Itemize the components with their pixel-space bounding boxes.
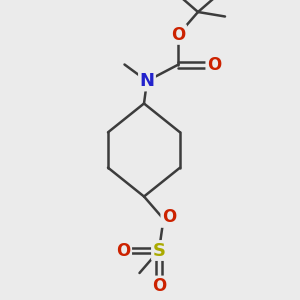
Text: O: O [162, 208, 176, 226]
Text: N: N [140, 72, 154, 90]
Text: O: O [152, 277, 166, 295]
Text: S: S [152, 242, 166, 260]
Text: O: O [207, 56, 221, 74]
Text: O: O [171, 26, 186, 44]
Text: O: O [116, 242, 131, 260]
